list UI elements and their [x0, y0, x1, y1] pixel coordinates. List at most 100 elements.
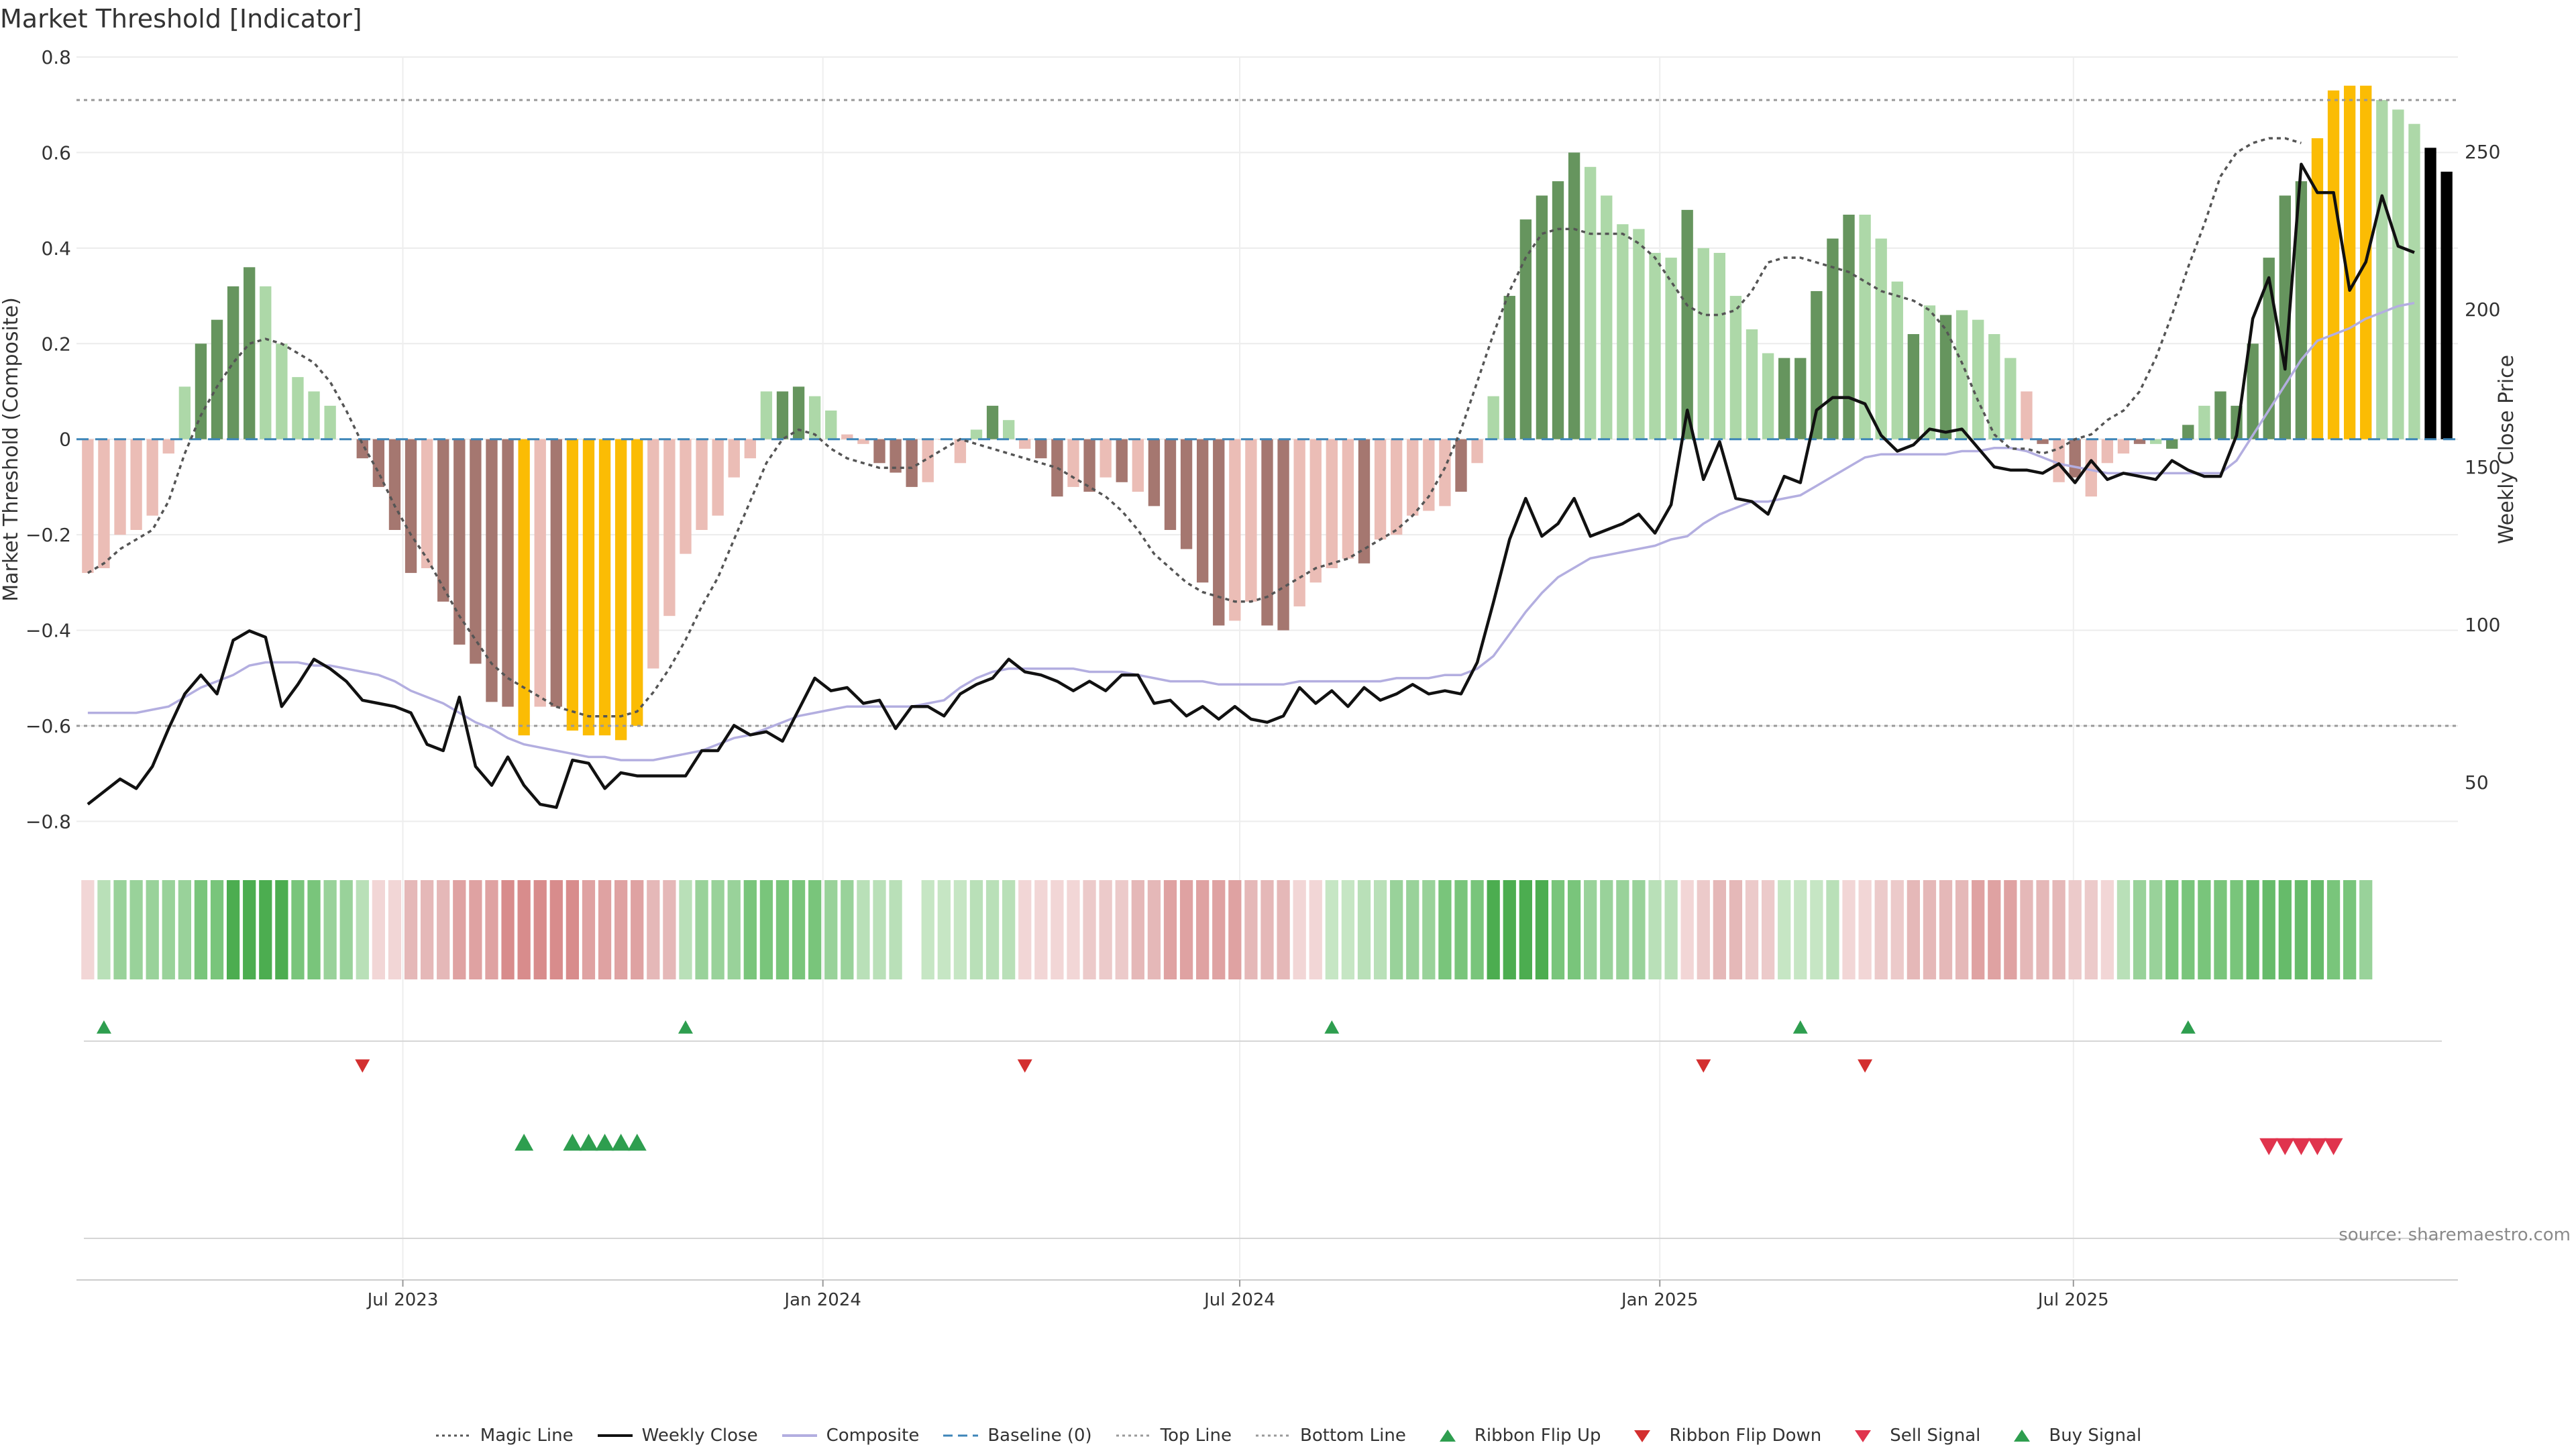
legend-swatch [597, 1434, 633, 1437]
composite-bars [82, 85, 2453, 741]
ribbon-cell [1099, 880, 1112, 979]
ribbon-flip-up-marker [96, 1020, 111, 1034]
ribbon-cell [517, 880, 531, 979]
buy-signal-marker [627, 1134, 647, 1151]
ribbon-cell [453, 880, 466, 979]
composite-bar [1875, 238, 1887, 439]
source-note: source: sharemaestro.com [2339, 1225, 2571, 1245]
ribbon-cell [2036, 880, 2049, 979]
ribbon-cell [1745, 880, 1759, 979]
ribbon-cell [1438, 880, 1452, 979]
ribbon-cell [985, 880, 1000, 979]
legend-item: Top Line [1115, 1426, 1232, 1446]
composite-bar [130, 439, 142, 530]
composite-bar [1988, 334, 2000, 439]
sell-signal-marker [2275, 1138, 2295, 1155]
composite-bar [1261, 439, 1273, 626]
composite-bar [1649, 252, 1661, 439]
ribbon-cell [647, 880, 660, 979]
ribbon-cell [792, 880, 806, 979]
composite-bar [2327, 90, 2340, 439]
composite-bar [1891, 281, 1903, 439]
composite-bar [1665, 258, 1677, 439]
composite-bar [308, 391, 320, 439]
composite-bar [453, 439, 466, 645]
buy-signal-marker [515, 1134, 534, 1151]
sell-signal-marker [2324, 1138, 2343, 1155]
legend-item: Baseline (0) [942, 1426, 1092, 1446]
grid-lines [76, 56, 2458, 1278]
composite-bar [227, 286, 239, 439]
ribbon-cell [1406, 880, 1419, 979]
ribbon-cell [178, 880, 191, 979]
ribbon-cell [1196, 880, 1210, 979]
ribbon-cell [1664, 880, 1678, 979]
composite-bar [631, 439, 643, 726]
composite-bar [1552, 181, 1564, 439]
x-tick-label: Jul 2023 [366, 1290, 439, 1310]
ribbon-cell [1002, 880, 1016, 979]
ribbon-cell [259, 880, 272, 979]
composite-bar [2295, 181, 2308, 439]
ribbon-cell [1519, 880, 1532, 979]
ribbon-cell [1616, 880, 1629, 979]
ribbon-cell [841, 880, 854, 979]
series-lines [76, 99, 2458, 809]
composite-line [87, 301, 2415, 761]
ribbon-cell [631, 880, 644, 979]
composite-bar [1391, 439, 1403, 535]
composite-bar [2166, 439, 2178, 449]
ribbon-cell [2133, 880, 2147, 979]
ribbon-cell [1341, 880, 1355, 979]
composite-bar [114, 439, 126, 535]
ribbon-flip-up-marker [1792, 1020, 1808, 1034]
ribbon-cell [323, 880, 337, 979]
legend-swatch [1855, 1430, 1872, 1442]
x-tick-label: Jan 2025 [1620, 1290, 1699, 1310]
composite-bar [1374, 439, 1387, 540]
legend-item: Buy Signal [2003, 1426, 2141, 1446]
ribbon-cell [1600, 880, 1613, 979]
ribbon-cell [889, 880, 902, 979]
ribbon-cell [2198, 880, 2211, 979]
ribbon-cell [566, 880, 580, 979]
composite-bar [1099, 439, 1112, 478]
legend-swatch [1256, 1434, 1291, 1437]
composite-bar [1196, 439, 1209, 583]
composite-bar [582, 439, 595, 736]
y2-axis-label: Weekly Close Price [2495, 355, 2518, 544]
composite-bar [2376, 100, 2388, 439]
ribbon-cell [404, 880, 418, 979]
composite-bar [486, 439, 498, 702]
ribbon-cell [873, 880, 886, 979]
ribbon-cell [291, 880, 305, 979]
composite-bar [906, 439, 918, 487]
composite-bar [1487, 396, 1499, 439]
ribbon-cell [1939, 880, 1953, 979]
composite-bar [1002, 420, 1015, 439]
legend-swatch [782, 1434, 817, 1437]
composite-bar [1923, 305, 1936, 439]
composite-bar [1132, 439, 1144, 492]
ribbon-cell [1858, 880, 1872, 979]
composite-bar [1536, 195, 1548, 439]
composite-bar [162, 439, 174, 454]
composite-bar [2053, 439, 2065, 482]
ribbon-cell [1729, 880, 1743, 979]
composite-bar [518, 439, 530, 736]
composite-bar [1939, 315, 1952, 439]
composite-bar [534, 439, 546, 707]
ribbon-cell [1309, 880, 1322, 979]
ribbon-cell [2294, 880, 2308, 979]
ribbon-cell [1907, 880, 1920, 979]
composite-bar [1794, 358, 1807, 439]
legend-label: Sell Signal [1890, 1426, 1981, 1446]
composite-bar [873, 439, 885, 464]
composite-bar [211, 319, 223, 439]
ribbon-cell [582, 880, 596, 979]
ribbon-cell [275, 880, 288, 979]
chart-title: Market Threshold [Indicator] [0, 4, 362, 34]
ribbon-cell [1357, 880, 1371, 979]
ribbon-cell [129, 880, 143, 979]
ribbon-cell [2100, 880, 2114, 979]
